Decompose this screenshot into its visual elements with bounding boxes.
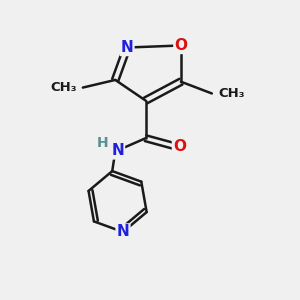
Text: CH₃: CH₃ bbox=[50, 81, 76, 94]
Text: O: O bbox=[173, 139, 186, 154]
Text: CH₃: CH₃ bbox=[218, 87, 245, 100]
Text: O: O bbox=[174, 38, 188, 53]
Text: H: H bbox=[97, 136, 109, 150]
Text: N: N bbox=[117, 224, 129, 239]
Text: N: N bbox=[121, 40, 134, 55]
Text: N: N bbox=[111, 143, 124, 158]
